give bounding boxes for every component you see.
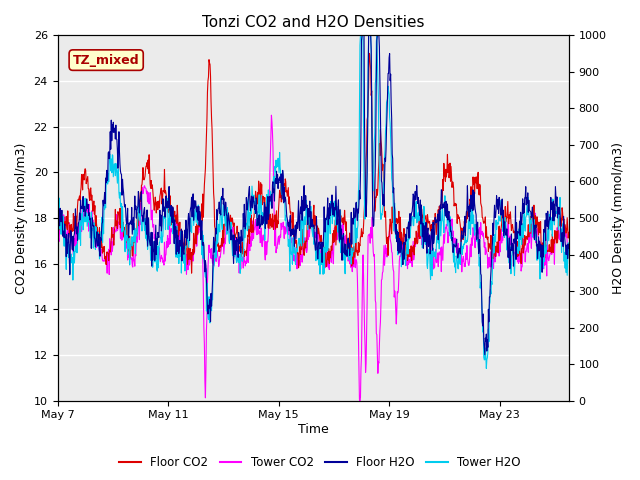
Y-axis label: CO2 Density (mmol/m3): CO2 Density (mmol/m3) (15, 143, 28, 294)
Text: TZ_mixed: TZ_mixed (73, 54, 140, 67)
Legend: Floor CO2, Tower CO2, Floor H2O, Tower H2O: Floor CO2, Tower CO2, Floor H2O, Tower H… (115, 452, 525, 474)
Title: Tonzi CO2 and H2O Densities: Tonzi CO2 and H2O Densities (202, 15, 424, 30)
Y-axis label: H2O Density (mmol/m3): H2O Density (mmol/m3) (612, 142, 625, 294)
X-axis label: Time: Time (298, 423, 328, 436)
